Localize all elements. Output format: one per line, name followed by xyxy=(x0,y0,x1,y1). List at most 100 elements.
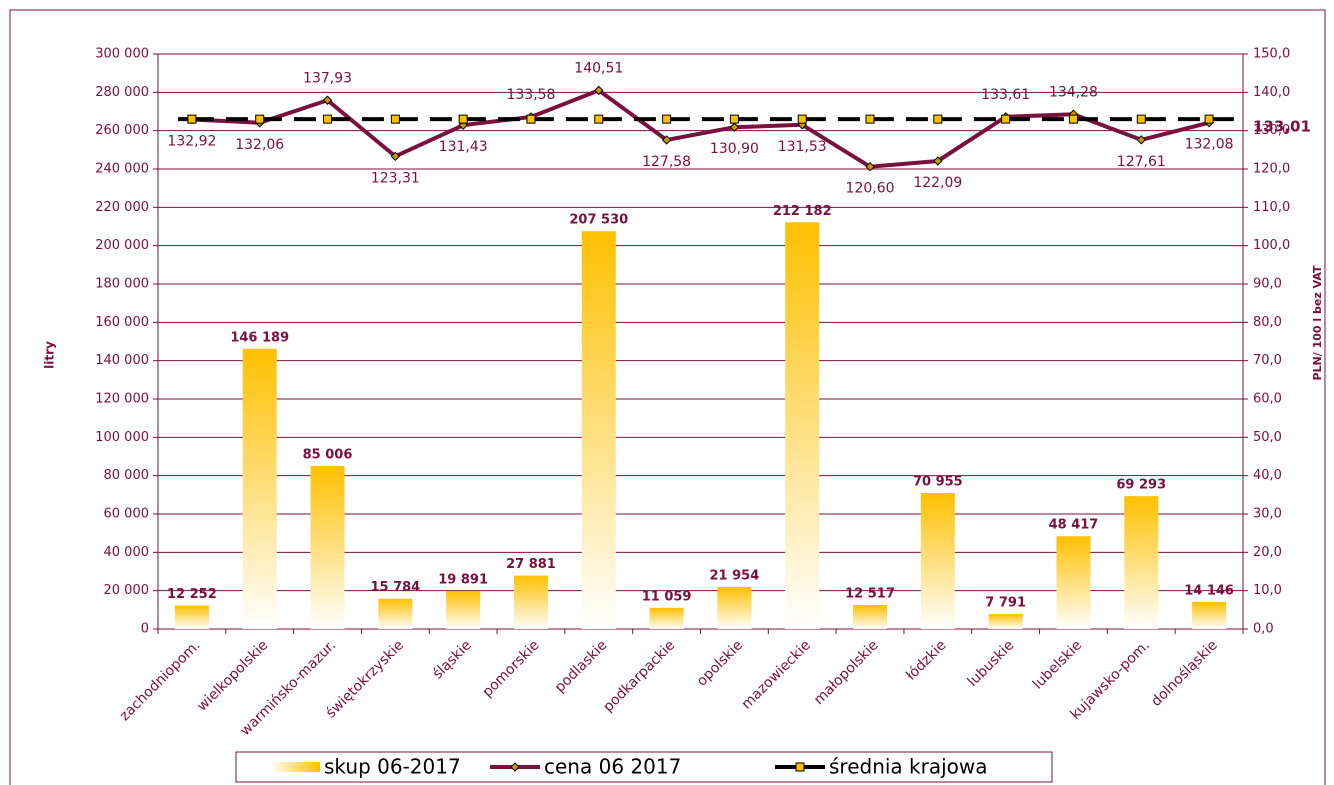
price-value-label: 140,51 xyxy=(574,60,623,76)
bar xyxy=(853,605,888,629)
bar-value-label: 212 182 xyxy=(773,204,832,219)
price-value-label: 127,58 xyxy=(642,154,691,170)
y2-tick-label: 0,0 xyxy=(1253,622,1274,637)
bar-value-label: 11 059 xyxy=(642,589,692,604)
price-value-label: 132,08 xyxy=(1185,137,1234,153)
bar-value-label: 12 252 xyxy=(167,587,217,602)
price-value-label: 120,60 xyxy=(846,181,895,197)
bar-value-label: 207 530 xyxy=(569,213,628,228)
legend-label: skup 06-2017 xyxy=(324,755,461,779)
bar xyxy=(446,590,481,629)
average-marker xyxy=(662,114,672,124)
bar xyxy=(242,348,277,629)
price-value-label: 131,53 xyxy=(778,139,827,155)
average-marker xyxy=(1136,114,1146,124)
y-tick-label: 200 000 xyxy=(95,238,149,253)
bar-value-label: 15 784 xyxy=(370,580,420,595)
average-marker xyxy=(323,114,333,124)
x-tick-label: podlaskie xyxy=(552,637,610,695)
bar-value-label: 70 955 xyxy=(913,475,963,490)
y2-tick-label: 80,0 xyxy=(1253,315,1282,330)
average-marker xyxy=(865,114,875,124)
y-tick-label: 260 000 xyxy=(95,123,149,138)
y-tick-label: 240 000 xyxy=(95,162,149,177)
bar xyxy=(310,466,345,629)
legend-label: cena 06 2017 xyxy=(544,755,681,779)
x-tick-label: śląskie xyxy=(430,637,475,682)
price-marker xyxy=(1136,135,1146,145)
legend-marker xyxy=(510,762,520,772)
y-tick-label: 160 000 xyxy=(95,315,149,330)
x-tick-label: podkarpackie xyxy=(600,637,678,715)
bar xyxy=(174,605,209,629)
bar xyxy=(717,586,752,629)
price-value-label: 131,43 xyxy=(439,139,488,155)
price-marker xyxy=(390,151,401,162)
x-tick-label: dolnośląskie xyxy=(1148,637,1220,709)
bar-value-label: 48 417 xyxy=(1049,518,1099,533)
bar xyxy=(1192,601,1227,629)
price-value-label: 137,93 xyxy=(303,70,352,86)
x-tick-label: mazowieckie xyxy=(739,637,814,712)
y2-tick-label: 20,0 xyxy=(1253,545,1282,560)
average-marker xyxy=(1001,114,1011,124)
y2-tick-label: 30,0 xyxy=(1253,507,1282,522)
bar-value-label: 146 189 xyxy=(230,330,289,345)
price-marker xyxy=(322,95,333,105)
bar xyxy=(378,598,413,629)
y-tick-label: 40 000 xyxy=(104,545,150,560)
y-tick-label: 80 000 xyxy=(104,468,150,483)
bar-value-label: 85 006 xyxy=(303,448,353,463)
bar-value-label: 14 146 xyxy=(1184,583,1234,598)
x-tick-label: łódzkie xyxy=(903,637,949,683)
y2-tick-label: 10,0 xyxy=(1253,583,1282,598)
y-tick-label: 20 000 xyxy=(104,583,150,598)
bar xyxy=(920,493,955,629)
legend-marker xyxy=(795,762,805,772)
average-marker xyxy=(255,114,265,124)
average-marker xyxy=(458,114,468,124)
average-marker xyxy=(390,114,400,124)
bar-value-label: 7 791 xyxy=(985,596,1026,611)
y2-tick-label: 120,0 xyxy=(1253,162,1290,177)
price-marker xyxy=(729,122,740,132)
bar-value-label: 12 517 xyxy=(845,587,895,602)
x-tick-label: pomorskie xyxy=(479,637,542,700)
price-marker xyxy=(865,161,875,172)
bar-value-label: 21 954 xyxy=(710,568,760,583)
average-marker xyxy=(797,114,807,124)
y-axis-label: litry xyxy=(43,341,57,369)
price-value-label: 133,61 xyxy=(981,87,1030,103)
bar xyxy=(1124,496,1159,629)
y2-annotation: 133,01 xyxy=(1253,118,1311,136)
bar-value-label: 19 891 xyxy=(438,572,488,587)
average-marker xyxy=(933,114,943,124)
price-marker xyxy=(594,85,604,96)
y2-tick-label: 50,0 xyxy=(1253,430,1282,445)
legend-label: średnia krajowa xyxy=(829,755,988,779)
y-tick-label: 100 000 xyxy=(95,430,149,445)
y-tick-label: 60 000 xyxy=(104,507,150,522)
price-line xyxy=(191,88,1210,169)
average-marker xyxy=(1068,114,1078,124)
bar xyxy=(581,231,616,629)
price-value-label: 122,09 xyxy=(913,175,962,191)
y2-tick-label: 140,0 xyxy=(1253,85,1290,100)
bar-value-label: 69 293 xyxy=(1116,478,1166,493)
y-tick-label: 280 000 xyxy=(95,85,149,100)
price-value-label: 133,58 xyxy=(506,87,555,103)
y2-tick-label: 70,0 xyxy=(1253,353,1282,368)
x-tick-label: opolskie xyxy=(694,637,746,689)
x-tick-label: lubelskie xyxy=(1030,637,1085,692)
x-tick-label: wielkopolskie xyxy=(194,637,271,714)
x-tick-label: lubuskie xyxy=(965,637,1018,690)
y2-axis-label: PLN/ 100 l bez VAT xyxy=(1311,265,1324,381)
y-tick-label: 120 000 xyxy=(95,392,149,407)
y-tick-label: 0 xyxy=(141,622,149,637)
bar xyxy=(1056,536,1091,629)
price-value-label: 130,90 xyxy=(710,141,759,157)
y2-tick-label: 90,0 xyxy=(1253,277,1282,292)
price-value-label: 123,31 xyxy=(371,170,420,186)
price-value-label: 132,92 xyxy=(167,133,216,149)
